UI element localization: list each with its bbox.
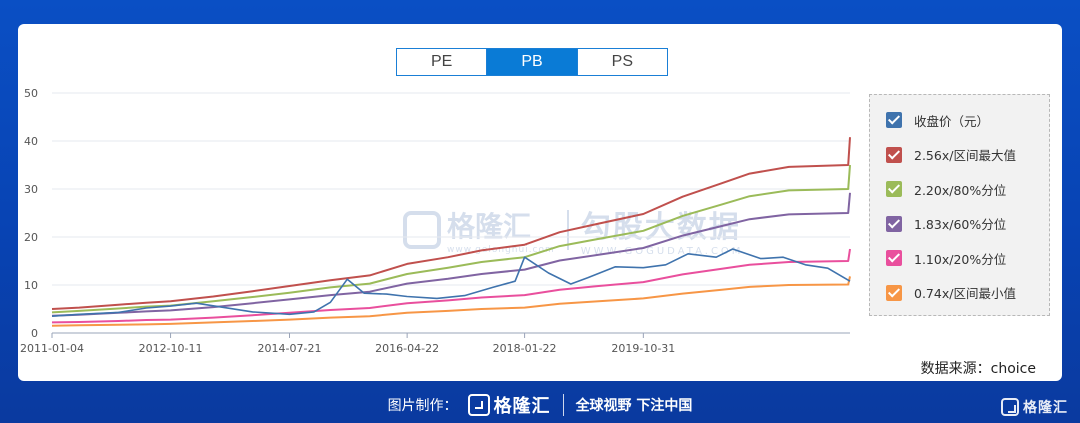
footer-label: 图片制作： <box>387 397 458 414</box>
series-line-2 <box>51 164 851 314</box>
y-tick-label-10: 10 <box>24 279 38 292</box>
corner-logo-text: 格隆汇 <box>1023 400 1068 416</box>
x-tick-label-2012-10-11: 2012-10-11 <box>139 342 203 355</box>
footer-logo-text: 格隆汇 <box>493 395 551 417</box>
x-tick-label-2018-01-22: 2018-01-22 <box>493 342 557 355</box>
legend-item-2[interactable]: 2.20x/80%分位 <box>870 172 1049 207</box>
legend-check-icon <box>886 181 902 198</box>
footer: 图片制作： 格隆汇 全球视野 下注中国 <box>0 386 1080 423</box>
valuation-tabs: PE PB PS <box>396 48 668 76</box>
series-line-3 <box>51 192 851 317</box>
legend-label: 0.74x/区间最小值 <box>914 286 1016 302</box>
gelonghui-watermark-icon <box>403 210 441 249</box>
x-tick-label-2016-04-22: 2016-04-22 <box>375 342 439 355</box>
tab-ps[interactable]: PS <box>576 49 667 75</box>
y-tick-label-20: 20 <box>24 231 38 244</box>
legend-item-1[interactable]: 2.56x/区间最大值 <box>870 138 1049 173</box>
legend-check-icon <box>886 284 902 301</box>
y-tick-label-50: 50 <box>24 87 38 100</box>
legend-label: 收盘价（元） <box>914 113 990 129</box>
chart-card: PE PB PS 格隆汇 www.gelonghui.com 勾股大数据 WWW… <box>18 24 1062 381</box>
series-line-1 <box>51 137 851 310</box>
legend-label: 2.20x/80%分位 <box>914 182 1007 198</box>
legend-item-0[interactable]: 收盘价（元） <box>870 103 1049 138</box>
data-source: 数据来源：choice <box>920 361 1036 377</box>
legend-label: 2.56x/区间最大值 <box>914 148 1016 164</box>
footer-divider <box>562 393 564 416</box>
legend-check-icon <box>886 250 902 267</box>
tab-pe[interactable]: PE <box>430 53 453 70</box>
legend-label: 1.10x/20%分位 <box>914 251 1007 267</box>
corner-logo-icon <box>1001 398 1019 416</box>
tab-pb[interactable]: PB <box>486 49 577 75</box>
watermark-brand1-sub: www.gelonghui.com <box>447 244 555 255</box>
legend-item-4[interactable]: 1.10x/20%分位 <box>870 241 1049 276</box>
pb-band-chart: 0 10 20 30 40 50 2011-01-04 2012-10-11 2014-07-2… <box>20 87 851 355</box>
legend-check-icon <box>886 215 902 232</box>
chart-legend: 收盘价（元） 2.56x/区间最大值 2.20x/80%分位 1.83x/60%分位 1… <box>869 94 1050 316</box>
series-line-0 <box>51 248 851 317</box>
legend-check-icon <box>886 146 902 163</box>
watermark-brand2-sub: WWW.GOGUDATA.COM <box>580 246 744 257</box>
x-tick-label-2014-07-21: 2014-07-21 <box>258 342 322 355</box>
footer-logo: 格隆汇 <box>467 392 551 418</box>
legend-label: 1.83x/60%分位 <box>914 217 1007 233</box>
y-tick-label-40: 40 <box>24 135 38 148</box>
footer-slogan: 全球视野 下注中国 <box>575 397 693 414</box>
y-tick-label-0: 0 <box>31 327 38 340</box>
y-tick-label-30: 30 <box>24 183 38 196</box>
x-tick-label-2011-01-04: 2011-01-04 <box>20 342 84 355</box>
gelonghui-logo-icon <box>467 393 490 416</box>
legend-item-3[interactable]: 1.83x/60%分位 <box>870 207 1049 242</box>
series-line-4 <box>51 248 851 324</box>
x-tick-label-2019-10-31: 2019-10-31 <box>611 342 675 355</box>
series-line-5 <box>51 276 851 327</box>
corner-logo: 格隆汇 <box>1001 397 1068 417</box>
legend-item-5[interactable]: 0.74x/区间最小值 <box>870 276 1049 311</box>
legend-check-icon <box>886 112 902 129</box>
